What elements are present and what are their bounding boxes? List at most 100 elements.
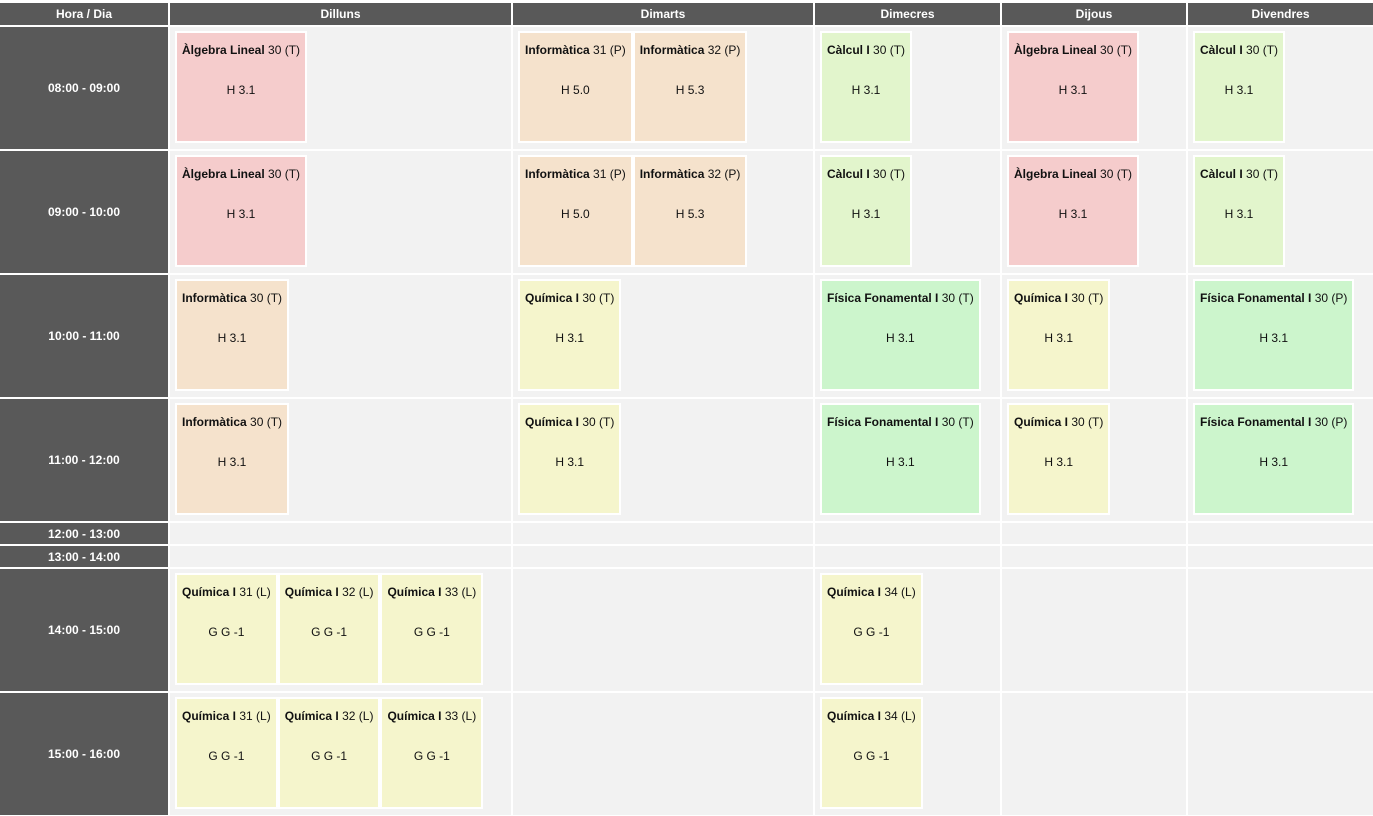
- subject-name: Informàtica: [525, 167, 590, 181]
- class-block: Càlcul I 30 (T) H 3.1: [820, 31, 913, 143]
- subject-name: Química I: [182, 709, 237, 723]
- class-title: Informàtica 30 (T): [182, 415, 282, 429]
- room: H 3.1: [886, 455, 915, 469]
- day-cell: Química I 30 (T) H 3.1: [1002, 399, 1186, 521]
- group: 30 (T): [250, 415, 283, 429]
- group: 33 (L): [444, 585, 477, 599]
- day-cell: Física Fonamental I 30 (T) H 3.1: [815, 275, 1000, 397]
- day-cell: Física Fonamental I 30 (P) H 3.1: [1188, 275, 1373, 397]
- subject-name: Química I: [827, 585, 882, 599]
- room: H 3.1: [886, 331, 915, 345]
- column-header: Dimecres: [815, 3, 1000, 25]
- class-block: Informàtica 30 (T) H 3.1: [175, 403, 290, 515]
- group: 30 (T): [250, 291, 283, 305]
- subject-name: Química I: [525, 415, 580, 429]
- subject-name: Física Fonamental I: [1200, 415, 1312, 429]
- class-block: Càlcul I 30 (T) H 3.1: [1193, 31, 1286, 143]
- day-cell: [513, 523, 813, 544]
- day-cell: [1002, 546, 1186, 567]
- group: 30 (T): [873, 167, 906, 181]
- class-title: Àlgebra Lineal 30 (T): [1014, 43, 1132, 57]
- class-title: Càlcul I 30 (T): [1200, 43, 1278, 57]
- group: 30 (T): [268, 167, 301, 181]
- class-title: Química I 33 (L): [387, 709, 476, 723]
- day-cell: Àlgebra Lineal 30 (T) H 3.1: [170, 151, 511, 273]
- class-title: Química I 31 (L): [182, 709, 271, 723]
- class-block: Química I 34 (L) G G -1: [820, 573, 923, 685]
- column-header: Divendres: [1188, 3, 1373, 25]
- time-slot: 14:00 - 15:00: [0, 569, 168, 691]
- subject-name: Càlcul I: [1200, 43, 1243, 57]
- room: H 3.1: [1224, 207, 1254, 221]
- subject-name: Càlcul I: [827, 167, 870, 181]
- room: G G -1: [208, 625, 245, 639]
- timetable: Hora / Dia Dilluns Dimarts Dimecres Dijous Di…: [0, 3, 1373, 815]
- day-cell: [815, 523, 1000, 544]
- room: H 3.1: [1044, 455, 1074, 469]
- class-title: Química I 32 (L): [285, 585, 374, 599]
- room: H 3.1: [1259, 455, 1289, 469]
- room: G G -1: [311, 749, 348, 763]
- class-block: Informàtica 32 (P) H 5.3: [632, 155, 748, 267]
- day-cell: [1002, 693, 1186, 815]
- class-title: Àlgebra Lineal 30 (T): [182, 167, 300, 181]
- class-title: Informàtica 32 (P): [640, 167, 741, 181]
- subject-name: Càlcul I: [827, 43, 870, 57]
- time-slot: 13:00 - 14:00: [0, 546, 168, 567]
- class-block: Càlcul I 30 (T) H 3.1: [1193, 155, 1286, 267]
- day-cell: [513, 693, 813, 815]
- room: H 3.1: [1044, 331, 1074, 345]
- subject-name: Informàtica: [182, 291, 247, 305]
- group: 30 (T): [941, 415, 974, 429]
- day-cell: [1188, 569, 1373, 691]
- group: 34 (L): [884, 709, 916, 723]
- day-cell: Física Fonamental I 30 (T) H 3.1: [815, 399, 1000, 521]
- group: 31 (L): [239, 585, 271, 599]
- group: 31 (P): [593, 167, 626, 181]
- subject-name: Informàtica: [525, 43, 590, 57]
- class-block: Física Fonamental I 30 (P) H 3.1: [1193, 279, 1355, 391]
- room: H 3.1: [555, 331, 585, 345]
- group: 30 (T): [1100, 167, 1133, 181]
- subject-name: Química I: [387, 709, 442, 723]
- day-cell: [1188, 523, 1373, 544]
- class-block: Química I 33 (L) G G -1: [380, 697, 484, 809]
- day-cell: [1188, 546, 1373, 567]
- group: 30 (T): [582, 291, 615, 305]
- class-block: Física Fonamental I 30 (T) H 3.1: [820, 279, 981, 391]
- subject-name: Informàtica: [639, 43, 705, 57]
- group: 30 (P): [1314, 291, 1348, 305]
- day-cell: Àlgebra Lineal 30 (T) H 3.1: [1002, 151, 1186, 273]
- day-cell: [513, 569, 813, 691]
- room: H 3.1: [555, 455, 585, 469]
- group: 30 (T): [268, 43, 301, 57]
- class-title: Química I 33 (L): [387, 585, 476, 599]
- day-cell: [1002, 523, 1186, 544]
- room: H 3.1: [1058, 83, 1088, 97]
- class-block: Química I 31 (L) G G -1: [175, 697, 278, 809]
- group: 31 (P): [593, 43, 626, 57]
- class-block: Informàtica 31 (P) H 5.0: [518, 155, 633, 267]
- class-title: Química I 34 (L): [827, 585, 916, 599]
- day-cell: Química I 30 (T) H 3.1: [513, 275, 813, 397]
- class-block: Química I 31 (L) G G -1: [175, 573, 278, 685]
- group: 34 (L): [884, 585, 916, 599]
- room: G G -1: [853, 625, 890, 639]
- time-slot: 12:00 - 13:00: [0, 523, 168, 544]
- class-block: Química I 30 (T) H 3.1: [1007, 403, 1111, 515]
- subject-name: Física Fonamental I: [1200, 291, 1312, 305]
- subject-name: Física Fonamental I: [827, 415, 939, 429]
- subject-name: Càlcul I: [1200, 167, 1243, 181]
- class-title: Àlgebra Lineal 30 (T): [182, 43, 300, 57]
- subject-name: Química I: [182, 585, 237, 599]
- day-cell: Química I 34 (L) G G -1: [815, 693, 1000, 815]
- class-title: Física Fonamental I 30 (P): [1200, 415, 1347, 429]
- room: H 3.1: [1058, 207, 1088, 221]
- day-cell: Química I 31 (L) G G -1 Química I 32 (L) G …: [170, 693, 511, 815]
- class-block: Àlgebra Lineal 30 (T) H 3.1: [1007, 31, 1140, 143]
- class-title: Física Fonamental I 30 (T): [827, 415, 974, 429]
- day-cell: Química I 30 (T) H 3.1: [1002, 275, 1186, 397]
- day-cell: Física Fonamental I 30 (P) H 3.1: [1188, 399, 1373, 521]
- class-title: Informàtica 32 (P): [640, 43, 741, 57]
